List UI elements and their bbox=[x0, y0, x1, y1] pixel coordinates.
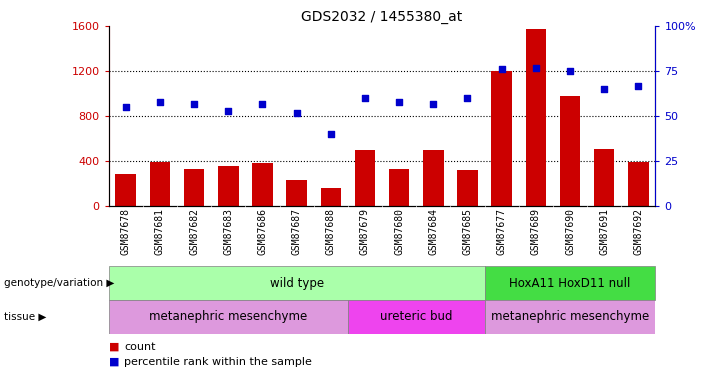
Text: GSM87681: GSM87681 bbox=[155, 208, 165, 255]
Bar bbox=[423, 150, 444, 206]
Point bbox=[257, 100, 268, 106]
Point bbox=[154, 99, 165, 105]
Bar bbox=[218, 166, 238, 206]
Bar bbox=[252, 164, 273, 206]
Text: HoxA11 HoxD11 null: HoxA11 HoxD11 null bbox=[510, 277, 631, 290]
Point bbox=[564, 68, 576, 74]
Text: GSM87677: GSM87677 bbox=[496, 208, 507, 255]
Point bbox=[325, 131, 336, 137]
Text: tissue ▶: tissue ▶ bbox=[4, 312, 46, 322]
Bar bbox=[526, 28, 546, 206]
Point bbox=[599, 86, 610, 92]
Text: GSM87679: GSM87679 bbox=[360, 208, 370, 255]
Bar bbox=[484, 300, 655, 334]
Point bbox=[496, 66, 508, 72]
Point bbox=[462, 95, 473, 101]
Bar bbox=[116, 174, 136, 206]
Bar bbox=[484, 266, 655, 300]
Text: GSM87687: GSM87687 bbox=[292, 208, 301, 255]
Text: count: count bbox=[124, 342, 156, 352]
Point bbox=[291, 110, 302, 116]
Text: GSM87685: GSM87685 bbox=[463, 208, 472, 255]
Bar bbox=[320, 188, 341, 206]
Bar bbox=[389, 169, 409, 206]
Text: percentile rank within the sample: percentile rank within the sample bbox=[124, 357, 312, 367]
Text: GSM87690: GSM87690 bbox=[565, 208, 575, 255]
Text: metanephric mesenchyme: metanephric mesenchyme bbox=[149, 310, 307, 323]
Text: GSM87682: GSM87682 bbox=[189, 208, 199, 255]
Bar bbox=[594, 149, 614, 206]
Text: GSM87678: GSM87678 bbox=[121, 208, 131, 255]
Text: GSM87692: GSM87692 bbox=[633, 208, 644, 255]
Text: GSM87684: GSM87684 bbox=[428, 208, 438, 255]
Text: metanephric mesenchyme: metanephric mesenchyme bbox=[491, 310, 649, 323]
Point bbox=[530, 64, 541, 70]
Bar bbox=[109, 266, 484, 300]
Point bbox=[633, 82, 644, 88]
Title: GDS2032 / 1455380_at: GDS2032 / 1455380_at bbox=[301, 10, 463, 24]
Text: GSM87686: GSM87686 bbox=[257, 208, 268, 255]
Text: GSM87683: GSM87683 bbox=[223, 208, 233, 255]
Point bbox=[428, 100, 439, 106]
Point bbox=[360, 95, 371, 101]
Point bbox=[120, 104, 131, 110]
Bar bbox=[287, 180, 307, 206]
Bar bbox=[109, 300, 348, 334]
Bar bbox=[184, 169, 205, 206]
Text: ureteric bud: ureteric bud bbox=[380, 310, 452, 323]
Text: genotype/variation ▶: genotype/variation ▶ bbox=[4, 278, 114, 288]
Point bbox=[189, 100, 200, 106]
Point bbox=[393, 99, 404, 105]
Text: GSM87680: GSM87680 bbox=[394, 208, 404, 255]
Bar bbox=[150, 162, 170, 206]
Text: GSM87689: GSM87689 bbox=[531, 208, 541, 255]
Bar bbox=[560, 96, 580, 206]
Point bbox=[223, 108, 234, 114]
Bar bbox=[628, 162, 648, 206]
Bar bbox=[355, 150, 375, 206]
Text: ■: ■ bbox=[109, 342, 123, 352]
Text: ■: ■ bbox=[109, 357, 123, 367]
Bar bbox=[491, 71, 512, 206]
Text: GSM87691: GSM87691 bbox=[599, 208, 609, 255]
Bar bbox=[457, 170, 478, 206]
Text: wild type: wild type bbox=[270, 277, 324, 290]
Text: GSM87688: GSM87688 bbox=[326, 208, 336, 255]
Bar bbox=[348, 300, 484, 334]
